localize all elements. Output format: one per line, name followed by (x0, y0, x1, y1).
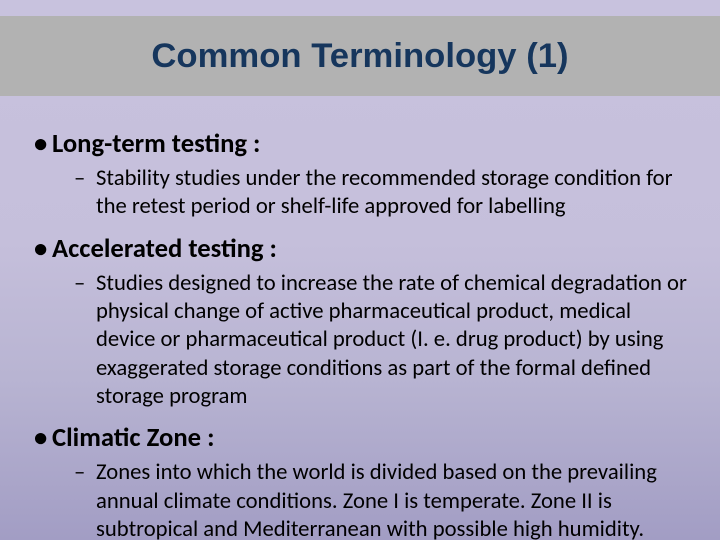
bullet-sub: – Stability studies under the recommende… (74, 164, 690, 221)
term-label: Long-term testing : (52, 128, 260, 160)
bullet-dash: – (74, 269, 96, 411)
term-label: Accelerated testing : (52, 233, 277, 265)
bullet-main: • Accelerated testing : (30, 233, 690, 265)
slide: Common Terminology (1) • Long-term testi… (0, 0, 720, 540)
bullet-dot: • (30, 128, 52, 160)
title-bar: Common Terminology (1) (0, 16, 720, 96)
bullet-main: • Climatic Zone : (30, 422, 690, 454)
bullet-sub: – Studies designed to increase the rate … (74, 269, 690, 411)
term-description: Stability studies under the recommended … (96, 164, 690, 221)
bullet-sub: – Zones into which the world is divided … (74, 458, 690, 540)
bullet-dash: – (74, 458, 96, 540)
term-description: Studies designed to increase the rate of… (96, 269, 690, 411)
bullet-main: • Long-term testing : (30, 128, 690, 160)
term-description: Zones into which the world is divided ba… (96, 458, 690, 540)
term-label: Climatic Zone : (52, 422, 214, 454)
bullet-dot: • (30, 422, 52, 454)
content-area: • Long-term testing : – Stability studie… (30, 116, 690, 540)
bullet-dot: • (30, 233, 52, 265)
slide-title: Common Terminology (1) (151, 37, 568, 76)
bullet-dash: – (74, 164, 96, 221)
